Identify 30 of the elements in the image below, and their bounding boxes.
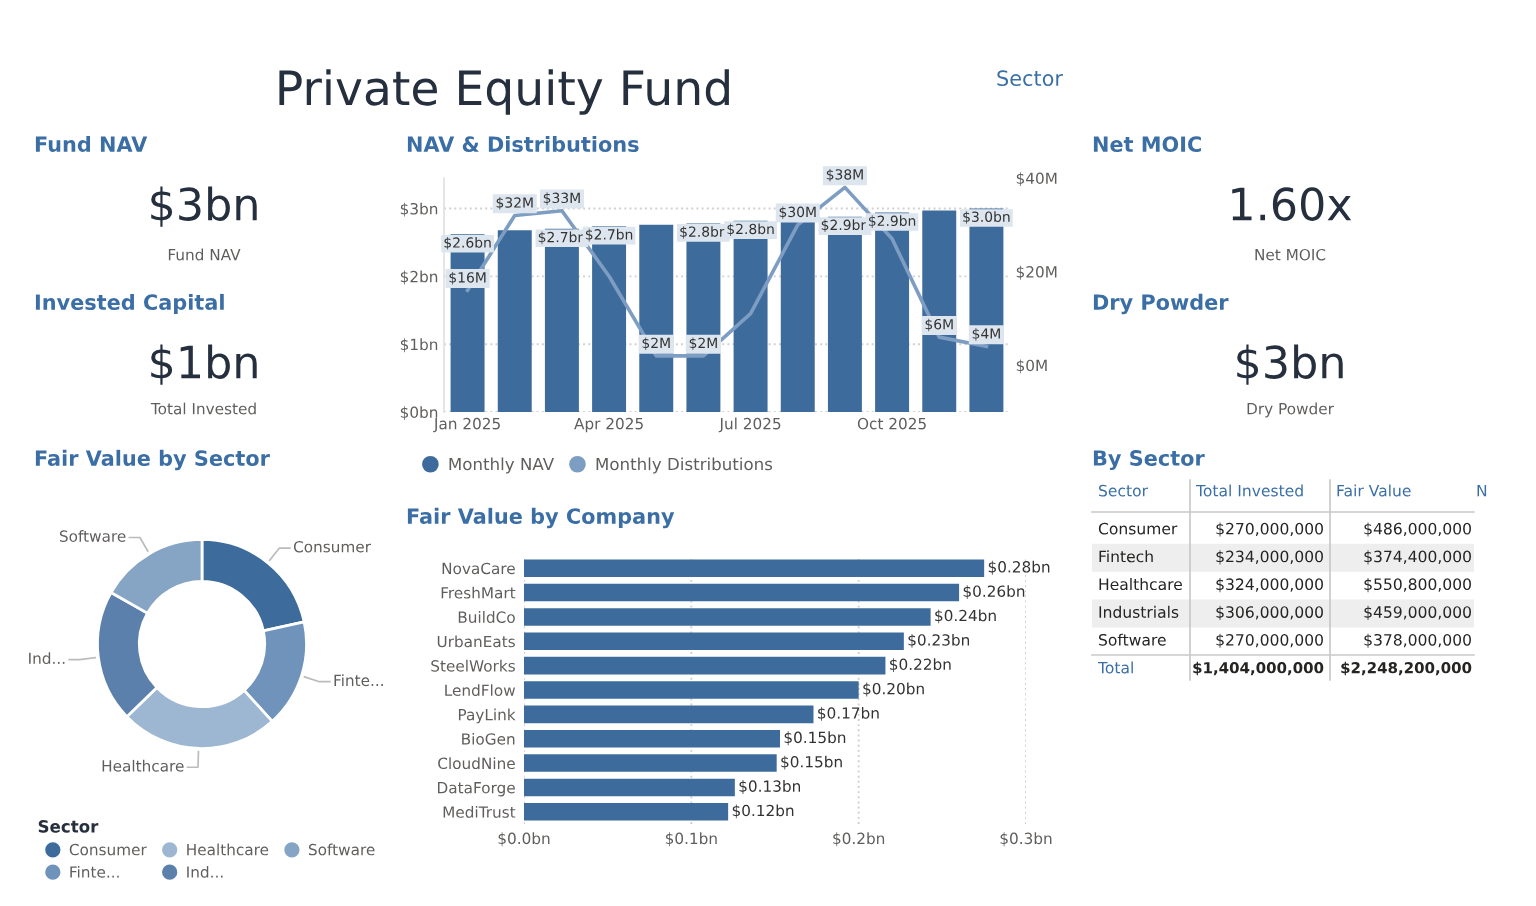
bar xyxy=(497,230,532,412)
bar xyxy=(524,729,781,748)
bar xyxy=(524,656,886,675)
text: Fund NAV xyxy=(35,135,148,153)
bar xyxy=(524,778,735,797)
text: $3bn xyxy=(151,186,257,227)
bar xyxy=(524,754,777,772)
bar xyxy=(524,583,960,602)
legend-title: Sector xyxy=(38,820,99,833)
text: 1.60x xyxy=(1232,187,1352,221)
text: Sector xyxy=(997,70,1063,87)
bar xyxy=(524,803,729,821)
chart-title: NAV & Distributions xyxy=(407,135,639,153)
text: Dry Powder xyxy=(1093,293,1229,315)
text: Net MOIC xyxy=(1093,136,1201,153)
bar xyxy=(524,608,931,626)
chart-title: Fair Value by Company xyxy=(407,507,675,529)
bar xyxy=(780,218,815,412)
text: $1bn xyxy=(151,344,257,385)
legend-label: Monthly Distributions xyxy=(596,457,773,474)
text: By Sector xyxy=(1093,450,1205,471)
bar xyxy=(524,559,985,577)
chart-title: Fair Value by Sector xyxy=(35,449,270,471)
bar xyxy=(524,705,814,724)
text: Private Equity Fund xyxy=(279,69,729,115)
legend-label: Monthly NAV xyxy=(449,457,554,474)
text: $3bn xyxy=(1237,344,1343,385)
bar xyxy=(524,632,904,651)
bar xyxy=(524,681,859,699)
text: Invested Capital xyxy=(35,293,224,315)
